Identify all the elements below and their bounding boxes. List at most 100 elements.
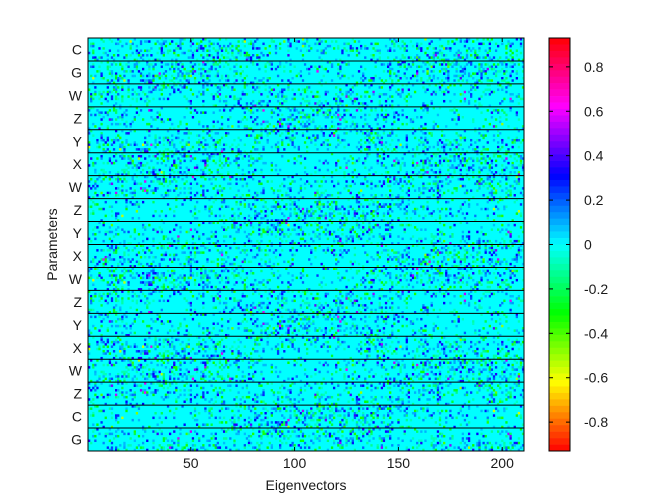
heatmap-cell [324, 111, 327, 114]
heatmap-cell [357, 157, 361, 160]
heatmap-cell [459, 70, 462, 73]
heatmap-cell [272, 125, 276, 128]
heatmap-cell [114, 200, 118, 204]
heatmap-cell [492, 72, 496, 75]
heatmap-cell [440, 51, 444, 55]
heatmap-cell [364, 175, 367, 179]
heatmap-cell [303, 122, 307, 126]
heatmap-cell [245, 152, 249, 156]
heatmap-cell [173, 145, 176, 149]
heatmap-cell [490, 265, 494, 268]
heatmap-cell [380, 157, 384, 160]
heatmap-cell [459, 74, 462, 78]
heatmap-cell [480, 42, 483, 46]
heatmap-cell [337, 196, 340, 199]
heatmap-cell [212, 97, 215, 101]
heatmap-cell [160, 49, 163, 52]
heatmap-cell [233, 258, 236, 261]
heatmap-cell [129, 155, 132, 158]
heatmap-cell [366, 145, 369, 149]
heatmap-cell [393, 116, 396, 119]
heatmap-cell [281, 118, 284, 121]
heatmap-cell [401, 83, 404, 87]
heatmap-cell [438, 155, 442, 158]
heatmap-cell [127, 60, 130, 64]
heatmap-cell [285, 106, 288, 110]
heatmap-cell [411, 118, 415, 121]
heatmap-cell [391, 249, 394, 252]
heatmap-cell [268, 258, 271, 261]
heatmap-cell [171, 237, 174, 241]
heatmap-cell [461, 67, 464, 71]
heatmap-cell [179, 122, 182, 126]
heatmap-cell [247, 260, 251, 264]
heatmap-cell [225, 74, 228, 78]
heatmap-cell [287, 216, 290, 220]
heatmap-cell [264, 262, 267, 266]
heatmap-cell [102, 168, 105, 172]
heatmap-cell [505, 182, 508, 186]
heatmap-cell [482, 260, 485, 264]
heatmap-cell [488, 42, 491, 46]
heatmap-cell [432, 260, 435, 264]
heatmap-cell [380, 164, 384, 167]
heatmap-cell [198, 148, 201, 151]
heatmap-cell [100, 38, 103, 41]
heatmap-cell [256, 246, 259, 250]
heatmap-cell [335, 235, 338, 238]
heatmap-cell [239, 65, 242, 69]
heatmap-cell [162, 175, 166, 179]
heatmap-cell [426, 253, 429, 257]
heatmap-cell [416, 228, 419, 231]
heatmap-cell [175, 47, 178, 50]
heatmap-cell [389, 265, 392, 268]
heatmap-cell [335, 262, 338, 266]
heatmap-cell [135, 99, 139, 103]
heatmap-cell [405, 244, 408, 247]
heatmap-cell [173, 143, 176, 147]
heatmap-cell [117, 42, 120, 46]
heatmap-cell [359, 65, 363, 69]
heatmap-cell [148, 81, 151, 85]
heatmap-cell [252, 42, 255, 46]
heatmap-cell [389, 184, 392, 188]
heatmap-cell [222, 221, 226, 225]
heatmap-cell [283, 233, 286, 236]
heatmap-cell [428, 77, 431, 80]
heatmap-cell [100, 157, 103, 160]
heatmap-cell [376, 258, 379, 261]
heatmap-cell [459, 56, 462, 59]
heatmap-cell [436, 184, 440, 188]
heatmap-cell [177, 237, 180, 241]
heatmap-cell [293, 136, 296, 140]
heatmap-cell [135, 106, 139, 110]
heatmap-cell [272, 88, 276, 91]
heatmap-cell [98, 173, 101, 176]
heatmap-cell [426, 70, 429, 73]
heatmap-cell [426, 269, 429, 273]
heatmap-cell [411, 120, 415, 124]
heatmap-cell [513, 223, 516, 227]
heatmap-cell [497, 109, 500, 112]
heatmap-cell [206, 132, 209, 135]
heatmap-cell [110, 269, 114, 273]
heatmap-cell [517, 155, 521, 158]
heatmap-cell [266, 253, 269, 257]
heatmap-cell [154, 118, 157, 121]
heatmap-cell [503, 70, 506, 73]
heatmap-cell [175, 83, 178, 87]
heatmap-cell [139, 42, 143, 46]
heatmap-cell [436, 189, 440, 192]
heatmap-cell [436, 267, 440, 270]
heatmap-cell [482, 90, 485, 94]
heatmap-cell [121, 180, 124, 183]
heatmap-cell [326, 148, 330, 151]
heatmap-cell [326, 102, 330, 105]
heatmap-cell [378, 99, 381, 103]
heatmap-cell [422, 246, 425, 250]
heatmap-cell [418, 127, 421, 130]
heatmap-cell [245, 65, 249, 69]
heatmap-cell [478, 166, 481, 169]
heatmap-cell [208, 269, 211, 273]
heatmap-cell [364, 166, 367, 169]
